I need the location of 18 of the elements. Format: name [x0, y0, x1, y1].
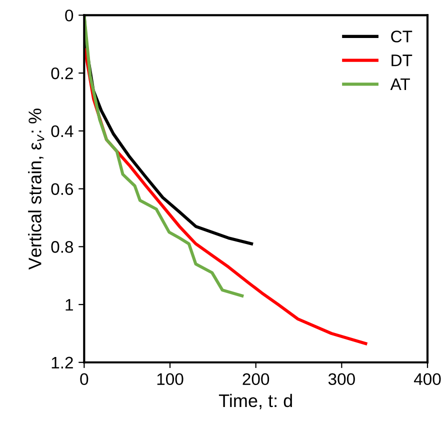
- x-tick-label: 400: [414, 373, 441, 386]
- y-tick-label: 0.2: [51, 67, 73, 80]
- x-tick-label: 100: [157, 373, 184, 386]
- x-tick-label: 0: [80, 373, 88, 386]
- legend-label: DT: [392, 54, 412, 66]
- x-tick-label: 300: [328, 373, 355, 386]
- x-tick-label: 200: [242, 373, 270, 386]
- y-axis-title: Vertical strain, ε$_{v}$: %: [28, 108, 44, 270]
- legend-label: AT: [390, 78, 410, 90]
- line-series: [84, 15, 244, 298]
- x-axis-title: Time, t: d: [218, 394, 292, 410]
- y-tick-label: 0: [65, 10, 74, 22]
- y-tick-label: 0.6: [51, 183, 74, 195]
- y-tick-label: 0.8: [51, 241, 74, 253]
- y-tick-label: 1.2: [52, 356, 73, 368]
- y-tick-label: 0.4: [51, 125, 74, 138]
- legend-label: CT: [391, 30, 412, 42]
- y-tick-label: 1: [66, 299, 73, 311]
